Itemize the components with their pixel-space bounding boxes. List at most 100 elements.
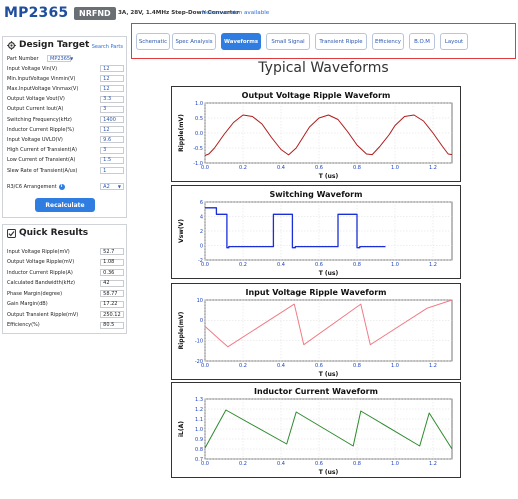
result-value: 52.7 [100,248,124,255]
x-tick-label: 1.2 [429,363,437,369]
x-tick-label: 0.2 [239,363,247,369]
series-line [204,409,453,450]
quick-results-heading: Quick Results [19,228,89,238]
y-tick-label: 0.7 [195,457,203,463]
x-tick-label: 0.4 [277,262,285,268]
arrangement-row: R3/C6 Arrangement i A2 ▼ [7,182,124,191]
param-label: Slew Rate of Transient(A/us) [7,167,78,174]
y-axis-label: Ripple(mV) [178,114,185,152]
param-input[interactable]: 3.3 [100,95,124,103]
y-tick-label: 0.5 [195,116,203,122]
y-tick-label: -1.0 [193,161,203,167]
param-input[interactable]: 1.5 [100,156,124,164]
checkbox-icon [7,228,16,238]
x-tick-label: 1.2 [429,461,437,467]
param-input[interactable]: 12 [100,126,124,134]
param-row: Input Voltage Vin(V) 12 [7,64,124,73]
y-tick-label: 1.2 [195,407,203,413]
x-tick-label: 0.4 [277,363,285,369]
arrangement-value: A2 [103,183,110,190]
param-row: Slew Rate of Transient(A/us) 1 [7,166,124,175]
tab-spec-analysis[interactable]: Spec Analysis [172,33,216,50]
chart-title: Input Voltage Ripple Waveform [246,288,387,297]
result-value: 250.12 [100,311,124,318]
param-input[interactable]: 1400 [100,116,124,123]
result-label: Output Voltage Ripple(mV) [7,259,75,265]
y-tick-label: 1.0 [195,101,203,107]
tab-transient-ripple[interactable]: Transient Ripple [315,33,367,50]
y-tick-label: 0.8 [195,447,203,453]
arrangement-select[interactable]: A2 ▼ [100,183,124,190]
param-label: Max.InputVoltage Vinmax(V) [7,85,79,92]
newer-version-link[interactable]: Newer version available [202,10,270,16]
param-row: Inductor Current Ripple(%) 12 [7,125,124,134]
part-description: 3A, 28V, 1.4MHz Step-Down Converter [118,10,239,16]
inductor-current-svg: Inductor Current Waveform 0.0 0.2 0.4 0.6 0.8… [178,387,453,476]
x-axis-label: T (us) [319,270,339,277]
param-input[interactable]: 1 [100,167,124,174]
x-tick-label: 0.4 [277,165,285,171]
param-input[interactable]: 3 [100,146,124,154]
result-label: Output Transient Ripple(mV) [7,311,79,318]
y-tick-label: 1.3 [195,397,203,403]
y-tick-label: 0.0 [195,131,203,137]
tab-b-o-m[interactable]: B.O.M [409,33,435,50]
design-target-panel: Design Target Search Parts Part Number M… [2,36,127,218]
info-icon[interactable]: i [58,183,65,190]
x-tick-label: 0.2 [239,461,247,467]
x-tick-label: 0.6 [315,165,323,171]
inductor-current-chart: Inductor Current Waveform 0.0 0.2 0.4 0.6 0.8… [171,382,461,478]
param-row: Output Voltage Vout(V) 3.3 [7,95,124,104]
param-row: Min.InputVoltage Vinmin(V) 12 [7,74,124,83]
series-line [204,299,453,348]
param-label: Low Current of Transient(A) [7,157,76,164]
y-tick-label: -0.5 [193,146,203,152]
part-number-select[interactable]: MP2365 ▼ [47,55,74,62]
tab-efficiency[interactable]: Efficiency [372,33,404,50]
param-input[interactable]: 9.6 [100,136,124,144]
y-axis-label: Ripple(mV) [178,311,185,349]
result-label: Gain Margin(dB) [7,301,48,307]
x-tick-label: 0.6 [315,262,323,268]
tab-bar: Schematic Spec Analysis Waveforms Small Sig… [131,23,516,59]
param-input[interactable]: 3 [100,105,124,113]
y-axis-label: Vsw(V) [178,219,185,243]
result-label: Phase Margin(degree) [7,290,63,297]
search-parts-link[interactable]: Search Parts [91,44,123,50]
param-row: Output Current Iout(A) 3 [7,105,124,114]
x-axis-label: T (us) [319,469,339,476]
part-number-value: MP2365 [50,55,71,62]
x-tick-label: 0.2 [239,262,247,268]
x-tick-label: 0.8 [353,461,361,467]
x-tick-label: 0.0 [201,363,209,369]
page-title: Typical Waveforms [258,60,389,76]
tab-schematic[interactable]: Schematic [136,33,170,50]
result-value: 58.77 [100,290,124,297]
param-input[interactable]: 12 [100,65,124,72]
tab-layout[interactable]: Layout [440,33,468,50]
recalculate-button[interactable]: Recalculate [35,198,95,212]
y-tick-label: 10 [197,298,203,304]
result-row: Phase Margin(degree) 58.77 [7,289,124,298]
x-tick-label: 1.0 [391,165,399,171]
y-tick-label: 0 [200,318,203,324]
gear-icon [7,40,16,50]
x-tick-label: 0.0 [201,461,209,467]
status-badge: NRFND [74,7,116,20]
part-number-label: Part Number [7,55,39,62]
chevron-down-icon: ▼ [70,56,74,61]
output-ripple-svg: Output Voltage Ripple Waveform 0.0 0.2 0.4 0… [178,91,453,180]
x-tick-label: 0.0 [201,165,209,171]
param-input[interactable]: 12 [100,75,124,83]
param-row: Max.InputVoltage Vinmax(V) 12 [7,84,124,93]
x-tick-label: 1.0 [391,363,399,369]
param-label: Min.InputVoltage Vinmin(V) [7,75,76,82]
series-line [205,207,386,249]
y-tick-label: 2 [200,229,203,235]
page-header: MP2365 NRFND 3A, 28V, 1.4MHz Step-Down C… [0,0,518,28]
param-input[interactable]: 12 [100,85,124,93]
tab-waveforms[interactable]: Waveforms [221,33,261,50]
tab-small-signal[interactable]: Small Signal [266,33,310,50]
param-label: Output Voltage Vout(V) [7,96,65,103]
x-axis-label: T (us) [319,173,339,180]
